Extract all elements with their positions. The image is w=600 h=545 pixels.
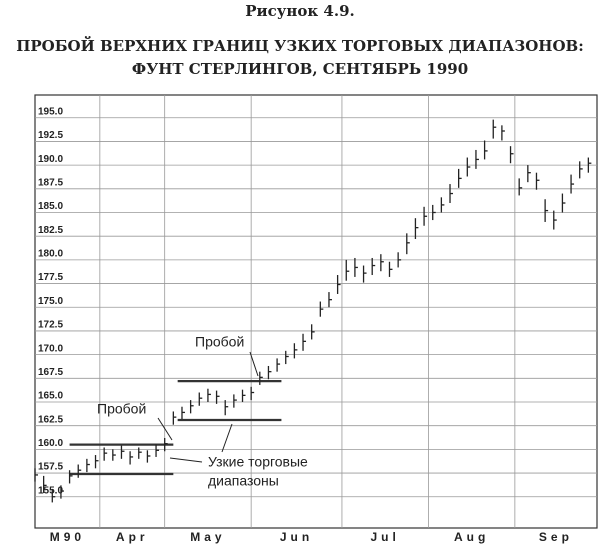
chart-title: ПРОБОЙ ВЕРХНИХ ГРАНИЦ УЗКИХ ТОРГОВЫХ ДИА… <box>16 36 584 55</box>
y-tick-label: 187.5 <box>38 177 63 188</box>
x-tick-label: May <box>190 530 225 544</box>
y-tick-label: 180.0 <box>38 249 63 260</box>
annotation: Пробой <box>195 334 244 350</box>
y-tick-label: 160.0 <box>38 438 63 449</box>
x-tick-label: Aug <box>454 530 489 544</box>
y-tick-label: 172.5 <box>38 320 63 331</box>
y-tick-label: 192.5 <box>38 130 63 141</box>
arrow <box>249 351 259 377</box>
plot: 155.0 157.5 160.0 162.5 165.0 167.5 170.0 172.5… <box>34 95 597 544</box>
y-tick-label: 195.0 <box>38 106 63 117</box>
y-tick-label: 182.5 <box>38 225 63 236</box>
y-tick-label: 157.5 <box>38 462 63 473</box>
x-tick-label: Jun <box>280 530 313 544</box>
annotation: Узкие торговые <box>208 454 308 470</box>
figure-label: Рисунок 4.9. <box>245 2 355 20</box>
arrow <box>157 417 173 441</box>
x-tick-label: M90 <box>50 530 85 544</box>
x-tick-label: Jul <box>370 530 399 544</box>
y-tick-label: 177.5 <box>38 272 63 283</box>
y-tick-label: 165.0 <box>38 391 63 402</box>
y-tick-label: 155.0 <box>38 485 63 496</box>
y-tick-label: 162.5 <box>38 414 63 425</box>
plot-frame <box>34 94 598 529</box>
x-tick-label: Sep <box>539 530 573 544</box>
chart-title: ФУНТ СТЕРЛИНГОВ, СЕНТЯБРЬ 1990 <box>132 60 468 78</box>
y-tick-label: 167.5 <box>38 367 63 378</box>
arrow <box>221 423 233 453</box>
x-tick-label: Apr <box>116 530 149 544</box>
annotation: диапазоны <box>208 473 279 489</box>
arrow <box>169 457 203 463</box>
y-tick-label: 185.0 <box>38 201 63 212</box>
y-tick-label: 190.0 <box>38 154 63 165</box>
y-tick-label: 175.0 <box>38 296 63 307</box>
annotation: Пробой <box>97 401 146 417</box>
y-tick-label: 170.0 <box>38 343 63 354</box>
